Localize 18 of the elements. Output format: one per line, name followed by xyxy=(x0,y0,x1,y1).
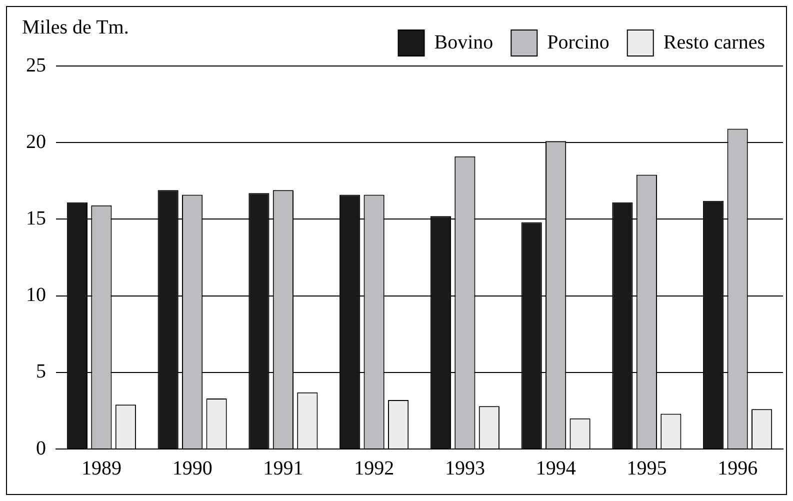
y-tick-label: 20 xyxy=(26,130,46,153)
x-tick-label: 1995 xyxy=(626,457,667,480)
x-tick-label: 1991 xyxy=(263,457,304,480)
y-tick-label: 15 xyxy=(26,207,46,230)
x-tick-label: 1989 xyxy=(81,457,122,480)
legend-label: Resto carnes xyxy=(663,31,766,54)
y-tick-label: 25 xyxy=(26,54,46,76)
legend-label: Bovino xyxy=(434,31,494,54)
x-tick-label: 1994 xyxy=(536,457,576,480)
y-axis-title: Miles de Tm. xyxy=(22,16,129,38)
legend-label: Porcino xyxy=(547,31,610,54)
y-tick-label: 10 xyxy=(26,284,46,306)
x-tick-label: 1990 xyxy=(172,457,212,480)
x-tick-label: 1996 xyxy=(718,457,758,480)
y-tick-label: 0 xyxy=(36,437,46,460)
x-tick-label: 1992 xyxy=(354,457,394,480)
y-tick-label: 5 xyxy=(36,360,46,383)
x-tick-label: 1993 xyxy=(444,457,485,480)
